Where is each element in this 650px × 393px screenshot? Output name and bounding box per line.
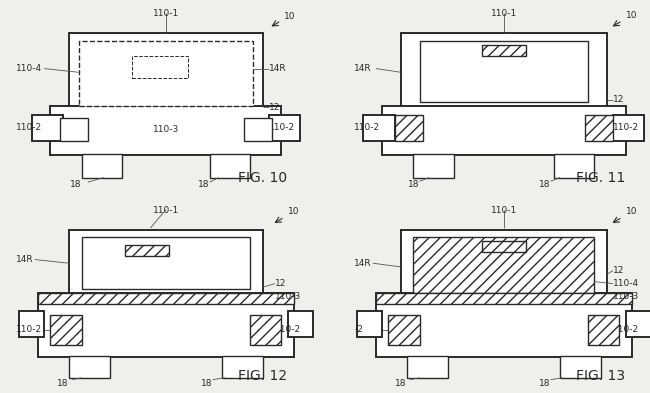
Bar	[287, 311, 313, 337]
Bar	[222, 356, 263, 378]
Bar	[60, 118, 88, 141]
Text: 18: 18	[57, 379, 69, 388]
Text: FIG. 10: FIG. 10	[238, 171, 287, 185]
Text: -2: -2	[354, 325, 363, 334]
Text: 110-2: 110-2	[613, 123, 639, 132]
Text: 110-2: 110-2	[16, 123, 42, 132]
Bar	[250, 315, 281, 345]
Bar	[82, 154, 122, 178]
Bar	[389, 315, 420, 345]
Bar	[413, 237, 594, 293]
Text: 110-3: 110-3	[613, 292, 640, 301]
Text: 14R: 14R	[16, 255, 34, 264]
Bar	[51, 315, 82, 345]
Bar	[482, 44, 526, 56]
Text: 18: 18	[539, 379, 550, 388]
Text: 12: 12	[269, 103, 280, 112]
Bar	[51, 315, 82, 345]
Text: 12: 12	[275, 279, 287, 288]
Text: 110-3: 110-3	[275, 292, 302, 301]
Text: 18: 18	[539, 180, 550, 189]
Bar	[613, 115, 644, 141]
Text: 14R: 14R	[354, 259, 372, 268]
Text: 18: 18	[70, 180, 81, 189]
Text: FIG. 13: FIG. 13	[576, 369, 625, 383]
Text: 18: 18	[395, 379, 407, 388]
Bar	[382, 105, 625, 155]
Text: 110-2: 110-2	[613, 325, 639, 334]
Bar	[585, 115, 613, 141]
Text: 10: 10	[285, 12, 296, 21]
Bar	[413, 237, 594, 293]
Text: 10: 10	[625, 207, 637, 216]
Bar	[401, 230, 607, 298]
Text: 18: 18	[201, 379, 212, 388]
Text: 10: 10	[625, 11, 637, 20]
Bar	[32, 115, 63, 141]
Bar	[125, 245, 169, 256]
Bar	[20, 311, 44, 337]
Bar	[38, 293, 294, 358]
Bar	[482, 241, 526, 252]
Bar	[131, 56, 188, 78]
Text: 14R: 14R	[269, 64, 287, 73]
Bar	[588, 315, 619, 345]
Text: 110-4: 110-4	[613, 279, 639, 288]
Text: 110-2: 110-2	[275, 325, 301, 334]
Bar	[395, 115, 423, 141]
Bar	[376, 293, 632, 304]
Text: 110-1: 110-1	[491, 206, 517, 215]
Bar	[69, 230, 263, 298]
Bar	[482, 241, 526, 252]
Text: 110-1: 110-1	[491, 9, 517, 18]
Bar	[376, 293, 632, 358]
Text: 110-2: 110-2	[269, 123, 295, 132]
Bar	[407, 356, 448, 378]
Text: 14R: 14R	[354, 64, 372, 73]
Bar	[244, 118, 272, 141]
Text: 110-2: 110-2	[16, 325, 42, 334]
Text: 110-4: 110-4	[16, 64, 42, 73]
Bar	[82, 237, 250, 289]
Bar	[363, 115, 395, 141]
Text: 10: 10	[287, 207, 299, 216]
Text: 110-1: 110-1	[153, 206, 179, 215]
Bar	[560, 356, 601, 378]
Text: FIG. 11: FIG. 11	[576, 171, 625, 185]
Bar	[401, 33, 607, 111]
Bar	[625, 311, 650, 337]
Bar	[554, 154, 594, 178]
Bar	[420, 41, 588, 102]
Bar	[79, 41, 254, 105]
Bar	[358, 311, 382, 337]
Text: 12: 12	[613, 95, 625, 105]
Text: FIG. 12: FIG. 12	[238, 369, 287, 383]
Text: 110-1: 110-1	[153, 9, 179, 18]
Bar	[51, 105, 281, 155]
Bar	[38, 293, 294, 304]
Bar	[413, 154, 454, 178]
Text: 18: 18	[198, 180, 209, 189]
Bar	[482, 44, 526, 56]
Bar	[269, 115, 300, 141]
Text: 12: 12	[613, 266, 625, 275]
Bar	[209, 154, 250, 178]
Bar	[376, 293, 632, 304]
Text: 110-3: 110-3	[153, 125, 179, 134]
Bar	[395, 115, 423, 141]
Text: 18: 18	[408, 180, 419, 189]
Bar	[588, 315, 619, 345]
Bar	[69, 33, 263, 111]
Bar	[38, 293, 294, 304]
Bar	[585, 115, 613, 141]
Bar	[125, 245, 169, 256]
Bar	[69, 356, 110, 378]
Bar	[389, 315, 420, 345]
Text: 110-2: 110-2	[354, 123, 380, 132]
Bar	[250, 315, 281, 345]
